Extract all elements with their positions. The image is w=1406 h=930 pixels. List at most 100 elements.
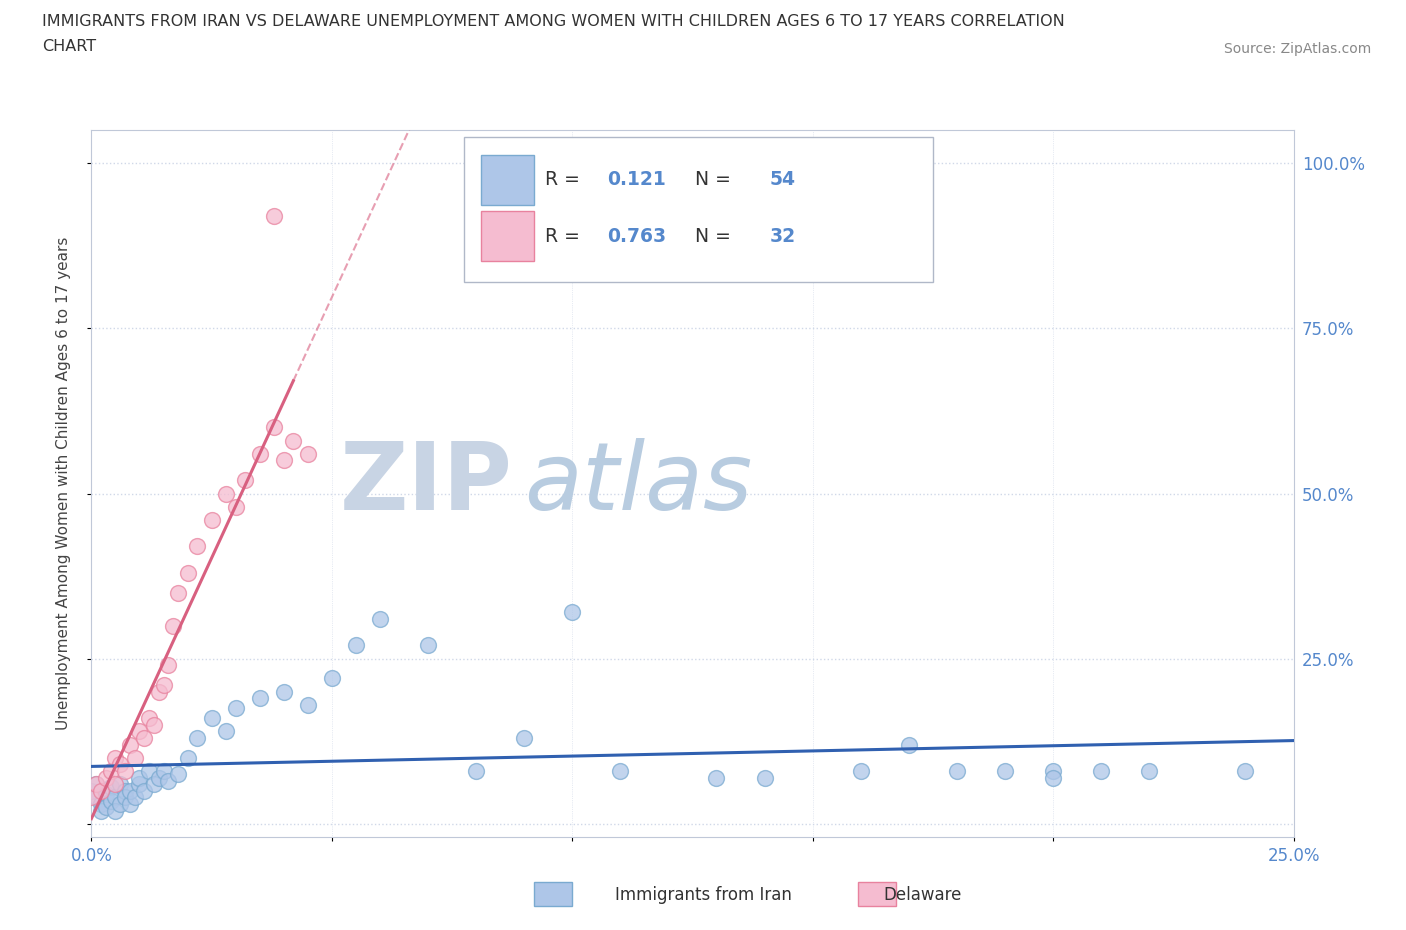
Point — [167, 585, 190, 600]
FancyBboxPatch shape — [534, 882, 572, 906]
Point — [104, 790, 127, 804]
Point — [134, 783, 156, 798]
Point — [344, 638, 367, 653]
Point — [225, 700, 247, 715]
Point — [118, 783, 141, 798]
Point — [1042, 764, 1064, 778]
Text: R =: R = — [544, 170, 585, 189]
Point — [609, 764, 631, 778]
Point — [1090, 764, 1112, 778]
Point — [157, 658, 180, 672]
Point — [110, 757, 132, 772]
Point — [100, 764, 122, 778]
Point — [128, 724, 150, 738]
Point — [80, 790, 103, 804]
Point — [513, 730, 536, 745]
Point — [201, 512, 224, 527]
Point — [94, 800, 117, 815]
Point — [84, 777, 107, 791]
Point — [297, 446, 319, 461]
Point — [124, 751, 146, 765]
Point — [104, 777, 127, 791]
Point — [946, 764, 969, 778]
Point — [249, 691, 271, 706]
Point — [104, 751, 127, 765]
Point — [273, 684, 295, 699]
Point — [94, 770, 117, 785]
Point — [142, 777, 165, 791]
Point — [215, 486, 238, 501]
Point — [128, 770, 150, 785]
Text: 54: 54 — [769, 170, 796, 189]
Point — [215, 724, 238, 738]
Point — [994, 764, 1017, 778]
Point — [263, 208, 285, 223]
Point — [134, 730, 156, 745]
Point — [114, 764, 136, 778]
Point — [148, 684, 170, 699]
Point — [321, 671, 343, 686]
Point — [186, 538, 208, 553]
Point — [849, 764, 872, 778]
Point — [152, 764, 174, 778]
Text: Immigrants from Iran: Immigrants from Iran — [614, 885, 792, 904]
Point — [162, 618, 184, 633]
Point — [368, 612, 391, 627]
Text: ZIP: ZIP — [339, 438, 512, 529]
Point — [118, 737, 141, 752]
Point — [148, 770, 170, 785]
Point — [94, 787, 117, 802]
Point — [233, 472, 256, 487]
Y-axis label: Unemployment Among Women with Children Ages 6 to 17 years: Unemployment Among Women with Children A… — [56, 237, 70, 730]
Point — [124, 790, 146, 804]
Point — [1137, 764, 1160, 778]
Point — [138, 764, 160, 778]
Point — [110, 796, 132, 811]
Point — [100, 780, 122, 795]
Point — [416, 638, 439, 653]
Point — [84, 790, 107, 804]
Text: 0.121: 0.121 — [607, 170, 666, 189]
Point — [138, 711, 160, 725]
Point — [283, 433, 305, 448]
Point — [1234, 764, 1257, 778]
Point — [561, 605, 583, 620]
FancyBboxPatch shape — [858, 882, 896, 906]
Point — [128, 777, 150, 791]
Text: Source: ZipAtlas.com: Source: ZipAtlas.com — [1223, 42, 1371, 56]
Point — [100, 793, 122, 808]
Point — [249, 446, 271, 461]
Point — [110, 777, 132, 791]
Text: 0.763: 0.763 — [607, 227, 666, 246]
FancyBboxPatch shape — [481, 154, 534, 205]
Point — [114, 790, 136, 804]
Point — [297, 698, 319, 712]
Point — [225, 499, 247, 514]
Point — [167, 767, 190, 782]
Point — [176, 565, 198, 580]
Point — [118, 796, 141, 811]
Text: N =: N = — [683, 170, 737, 189]
Point — [1042, 770, 1064, 785]
Point — [186, 730, 208, 745]
Point — [263, 420, 285, 435]
Text: N =: N = — [683, 227, 737, 246]
Point — [273, 453, 295, 468]
Point — [157, 774, 180, 789]
FancyBboxPatch shape — [481, 211, 534, 261]
Point — [80, 783, 103, 798]
Point — [90, 783, 112, 798]
Text: atlas: atlas — [524, 438, 752, 529]
Point — [754, 770, 776, 785]
Point — [142, 717, 165, 732]
Point — [104, 804, 127, 818]
Point — [897, 737, 920, 752]
Text: Delaware: Delaware — [883, 885, 962, 904]
FancyBboxPatch shape — [464, 138, 934, 282]
Point — [465, 764, 488, 778]
Point — [176, 751, 198, 765]
Text: IMMIGRANTS FROM IRAN VS DELAWARE UNEMPLOYMENT AMONG WOMEN WITH CHILDREN AGES 6 T: IMMIGRANTS FROM IRAN VS DELAWARE UNEMPLO… — [42, 14, 1064, 29]
Point — [90, 804, 112, 818]
Point — [90, 796, 112, 811]
Text: 32: 32 — [769, 227, 796, 246]
